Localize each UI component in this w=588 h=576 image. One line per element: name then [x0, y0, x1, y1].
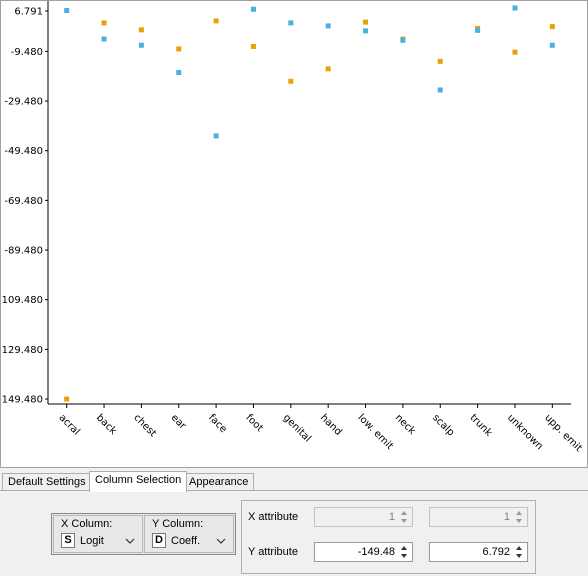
- chevron-down-icon[interactable]: [125, 536, 135, 546]
- data-point[interactable]: [176, 46, 182, 52]
- x-tick-label: low. emit: [355, 412, 395, 452]
- x-tick-label: trunk: [467, 412, 494, 439]
- data-point[interactable]: [437, 87, 443, 93]
- x-tick-label: scalp: [430, 412, 456, 438]
- data-point[interactable]: [363, 28, 369, 34]
- y-column-value[interactable]: Coeff.: [171, 535, 201, 547]
- tab-column-selection[interactable]: Column Selection: [89, 471, 188, 492]
- data-point[interactable]: [363, 19, 369, 25]
- data-point[interactable]: [288, 78, 294, 84]
- column-selection-panel: X Column: S Logit Y Column: D Coeff. X a…: [0, 490, 588, 576]
- y-attribute-label: Y attribute: [248, 546, 298, 558]
- data-point[interactable]: [213, 18, 219, 24]
- x-column-selector[interactable]: X Column: S Logit: [53, 515, 143, 553]
- spinner-arrows[interactable]: [397, 509, 411, 525]
- x-max-spinner[interactable]: 1: [429, 507, 528, 527]
- data-point[interactable]: [437, 58, 443, 64]
- data-point[interactable]: [325, 66, 331, 72]
- string-type-icon: S: [61, 533, 75, 548]
- column-selection-group: X Column: S Logit Y Column: D Coeff.: [51, 513, 236, 555]
- x-max-value[interactable]: 1: [503, 511, 510, 523]
- spinner-arrows[interactable]: [512, 544, 526, 560]
- y-tick-label: -29.480: [4, 97, 43, 108]
- data-point[interactable]: [138, 27, 144, 33]
- x-tick-label: face: [206, 412, 229, 435]
- y-column-selector[interactable]: Y Column: D Coeff.: [144, 515, 234, 553]
- spin-up-icon[interactable]: [512, 544, 526, 552]
- x-tick-label: upp. emit: [542, 412, 584, 454]
- scatter-plot: 6.791 -9.480 -29.480 -49.480 -69.480 -89.480 -…: [1, 1, 584, 454]
- x-tick-label: ear: [169, 412, 189, 432]
- y-tick-label: 6.791: [14, 7, 43, 18]
- y-tick-label: -89.480: [4, 246, 43, 257]
- spin-down-icon[interactable]: [512, 552, 526, 560]
- y-tick-label: -149.480: [1, 395, 43, 406]
- data-point[interactable]: [101, 36, 107, 42]
- y-min-value[interactable]: -149.48: [357, 546, 395, 558]
- spin-up-icon[interactable]: [512, 509, 526, 517]
- data-point[interactable]: [549, 42, 555, 48]
- x-tick-label: unknown: [505, 412, 545, 452]
- x-attribute-label: X attribute: [248, 511, 299, 523]
- x-column-value[interactable]: Logit: [80, 535, 104, 547]
- scatter-plot-area: 6.791 -9.480 -29.480 -49.480 -69.480 -89.480 -…: [0, 0, 588, 468]
- data-point[interactable]: [250, 43, 256, 49]
- data-point[interactable]: [512, 49, 518, 55]
- x-min-value[interactable]: 1: [388, 511, 395, 523]
- spin-up-icon[interactable]: [397, 509, 411, 517]
- data-point[interactable]: [64, 396, 70, 402]
- data-point[interactable]: [288, 20, 294, 26]
- spin-down-icon[interactable]: [512, 517, 526, 525]
- spin-down-icon[interactable]: [397, 552, 411, 560]
- data-point[interactable]: [250, 6, 256, 12]
- data-point[interactable]: [400, 37, 406, 43]
- x-tick-label: acral: [57, 412, 82, 437]
- data-point[interactable]: [138, 42, 144, 48]
- spinner-arrows[interactable]: [512, 509, 526, 525]
- x-min-spinner[interactable]: 1: [314, 507, 413, 527]
- y-max-value[interactable]: 6.792: [482, 546, 510, 558]
- data-point[interactable]: [475, 27, 481, 33]
- double-type-icon: D: [152, 533, 166, 548]
- y-tick-label: -9.480: [11, 47, 43, 58]
- y-tick-label: -129.480: [1, 345, 43, 356]
- spinner-arrows[interactable]: [397, 544, 411, 560]
- y-min-spinner[interactable]: -149.48: [314, 542, 413, 562]
- data-point[interactable]: [101, 20, 107, 26]
- data-point[interactable]: [512, 5, 518, 11]
- y-max-spinner[interactable]: 6.792: [429, 542, 528, 562]
- x-tick-label: genital: [281, 412, 313, 444]
- spin-down-icon[interactable]: [397, 517, 411, 525]
- data-point[interactable]: [325, 23, 331, 29]
- x-tick-label: hand: [318, 412, 344, 438]
- y-column-label: Y Column:: [152, 518, 204, 530]
- y-tick-label: -49.480: [4, 146, 43, 157]
- spin-up-icon[interactable]: [397, 544, 411, 552]
- tab-default-settings[interactable]: Default Settings: [2, 473, 92, 491]
- data-point[interactable]: [64, 7, 70, 13]
- x-tick-label: chest: [131, 412, 158, 439]
- chevron-down-icon[interactable]: [216, 536, 226, 546]
- y-tick-label: -69.480: [4, 196, 43, 207]
- x-tick-label: neck: [393, 412, 418, 437]
- x-tick-label: back: [94, 412, 119, 437]
- data-point[interactable]: [176, 70, 182, 76]
- x-tick-label: foot: [243, 412, 265, 434]
- x-column-label: X Column:: [61, 518, 113, 530]
- y-tick-label: -109.480: [1, 295, 43, 306]
- data-point[interactable]: [213, 133, 219, 139]
- tab-appearance[interactable]: Appearance: [183, 473, 255, 491]
- data-point[interactable]: [549, 24, 555, 30]
- attribute-range-group: X attribute 1 1 Y attribute -149.48 6.79: [241, 500, 536, 574]
- tab-bar: Default Settings Column Selection Appear…: [0, 471, 588, 492]
